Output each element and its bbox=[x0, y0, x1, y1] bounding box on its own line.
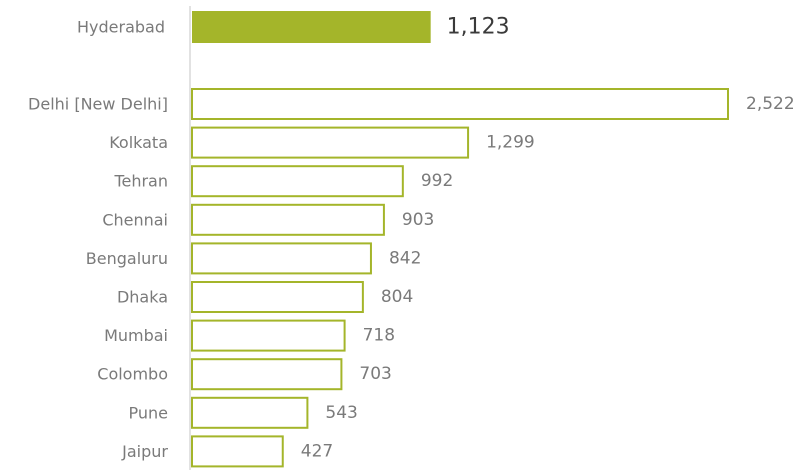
value-label: 2,522 bbox=[746, 94, 795, 114]
value-label: 718 bbox=[363, 326, 395, 346]
value-label: 427 bbox=[301, 441, 333, 461]
value-label: 903 bbox=[402, 210, 434, 230]
category-label: Pune bbox=[129, 403, 169, 422]
bar bbox=[192, 128, 468, 158]
bar bbox=[192, 436, 283, 466]
highlight-value-label: 1,123 bbox=[447, 15, 510, 40]
category-label: Chennai bbox=[102, 210, 168, 229]
category-label: Dhaka bbox=[117, 288, 168, 307]
highlight-bar bbox=[192, 11, 431, 43]
bar bbox=[192, 282, 363, 312]
category-label: Delhi [New Delhi] bbox=[28, 95, 168, 114]
value-label: 1,299 bbox=[486, 133, 535, 153]
category-label: Tehran bbox=[113, 172, 168, 191]
highlight-category-label: Hyderabad bbox=[77, 18, 165, 37]
value-label: 804 bbox=[381, 287, 413, 307]
category-label: Bengaluru bbox=[86, 249, 168, 268]
category-label: Jaipur bbox=[121, 442, 168, 461]
bar bbox=[192, 89, 728, 119]
value-label: 992 bbox=[421, 171, 453, 191]
value-label: 543 bbox=[325, 403, 357, 423]
value-label: 842 bbox=[389, 248, 421, 268]
value-label: 703 bbox=[359, 364, 391, 384]
category-label: Mumbai bbox=[104, 326, 168, 345]
bars-group: Delhi [New Delhi] 2,522 Kolkata 1,299 Tehran… bbox=[28, 89, 795, 466]
bar bbox=[192, 243, 371, 273]
bar bbox=[192, 359, 341, 389]
bar bbox=[192, 398, 307, 428]
bar bbox=[192, 205, 384, 235]
category-label: Colombo bbox=[97, 365, 168, 384]
category-label: Kolkata bbox=[109, 133, 168, 152]
bar bbox=[192, 321, 345, 351]
highlight-group: Hyderabad 1,123 bbox=[77, 11, 510, 43]
bar bbox=[192, 166, 403, 196]
